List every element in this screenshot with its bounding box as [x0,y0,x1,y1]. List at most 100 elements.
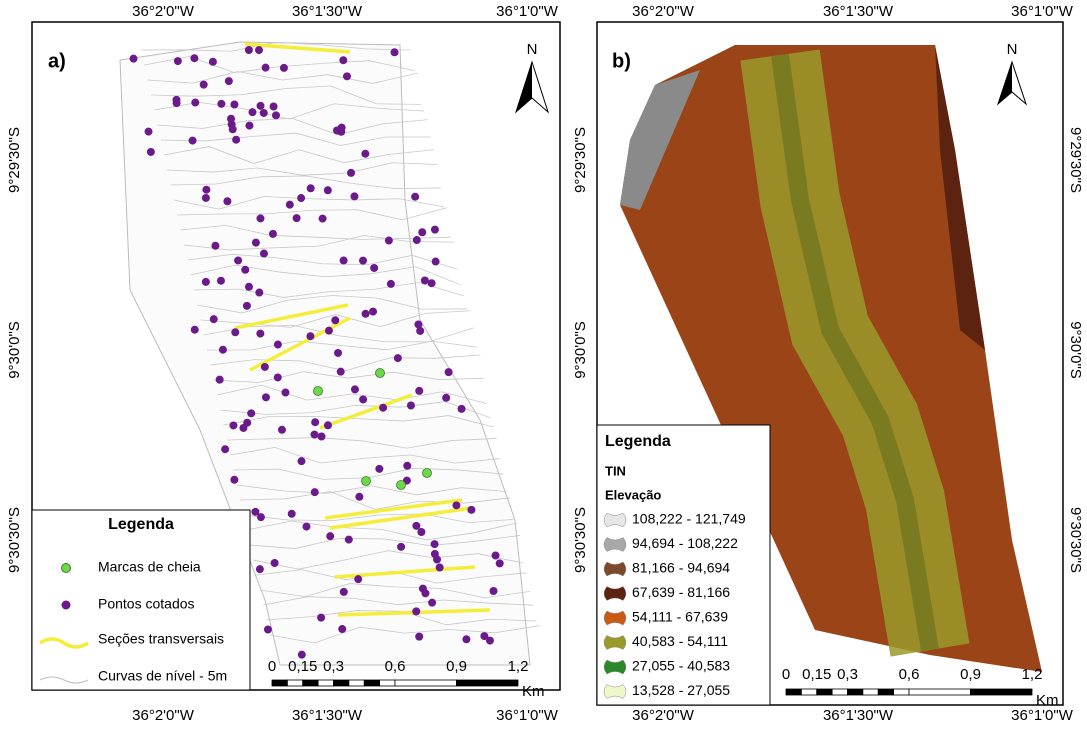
survey-point [190,325,199,334]
survey-point [403,461,412,470]
contour-line [269,625,540,644]
contour-line [187,253,458,270]
legend-swatch [603,635,627,650]
contour-line [173,196,445,210]
survey-point [452,501,461,510]
top-coordinate: 36°1'30"W [292,3,363,20]
right-coordinate: 9°30'30"S [1067,507,1084,573]
survey-point [339,256,348,265]
legend-swatch [603,561,627,577]
scale-bars: 0 0,15 0,3 0,6 0,9 1,2 Km 0 0,15 0,3 0,6 0,9 1,2 Km [268,658,1059,709]
legend-symbol [39,637,89,649]
scale-segment [302,679,319,687]
survey-point [318,214,327,223]
survey-point [256,214,265,223]
survey-point [260,362,269,371]
scale-label: 0,6 [899,666,920,683]
legend-label: 108,222 - 121,749 [632,511,746,527]
survey-point [273,373,282,382]
contour-line [213,371,484,383]
scale-segment [286,679,304,687]
survey-point [244,282,253,291]
survey-point [201,193,210,202]
survey-point [384,236,393,245]
survey-point [433,555,442,564]
legend-label: 54,111 - 67,639 [632,609,728,625]
legend-swatch [603,537,627,552]
survey-point [323,421,332,430]
survey-point [495,559,504,568]
survey-point [324,326,333,335]
scale-segment [394,679,457,687]
legend-title: Legenda [605,433,671,450]
contour-area [119,41,531,666]
survey-point [326,532,335,541]
scale-label: 0,15 [288,658,317,675]
contour-line [253,550,524,570]
survey-point [306,184,315,193]
survey-point [317,432,326,441]
survey-point [431,257,440,266]
survey-point [331,316,340,325]
bottom-coordinate: 36°1'30"W [823,707,894,724]
survey-point [485,636,494,645]
survey-point [332,126,341,135]
contour-line [216,384,488,404]
survey-point [259,249,268,258]
contour-line [206,340,478,351]
legend-label: Pontos cotados [98,596,195,612]
scale-label: 0,9 [446,658,467,675]
survey-point [336,367,345,376]
survey-point [386,279,395,288]
survey-point [228,125,237,134]
contour-line [243,513,514,524]
survey-point [359,395,368,404]
contour-line [249,535,520,549]
contour-line [236,484,507,496]
survey-point [242,301,251,310]
north-arrow-half [516,62,532,112]
survey-point [442,393,451,402]
legend-label: Marcas de cheia [98,559,201,575]
top-coordinate: 36°1'0"W [496,3,559,20]
scale-segment [862,688,879,696]
survey-point [418,228,427,237]
contour-line [226,437,497,449]
survey-point [457,404,466,413]
contour-line [167,162,438,176]
scale-segment [800,688,818,696]
scale-segment [831,688,848,696]
survey-point [172,95,181,104]
scale-segment [970,688,1033,696]
legend-label: 27,055 - 40,583 [632,658,730,674]
survey-point [279,63,288,72]
survey-point [230,475,239,484]
contour-line [190,264,461,286]
scale-segment [379,679,396,687]
survey-point [339,587,348,596]
survey-point [406,401,415,410]
survey-point [397,542,406,551]
survey-point [415,632,424,641]
scale-segment [271,679,288,687]
survey-point [375,464,384,473]
survey-point [202,185,211,194]
survey-point [254,46,263,55]
survey-point [129,54,138,63]
contour-line [160,132,431,146]
survey-point [255,565,264,574]
legend-swatch [603,512,627,528]
scale-unit: Km [1036,692,1059,709]
survey-point [361,309,370,318]
survey-point [302,522,311,531]
scale-segment [317,679,334,687]
bottom-coordinate: 36°1'30"W [292,707,363,724]
survey-point [323,186,332,195]
survey-point [369,307,378,316]
contour-line [177,207,448,221]
survey-point [412,236,421,245]
scale-segment [785,688,802,696]
north-label: N [1007,41,1018,58]
survey-point [255,288,264,297]
survey-point [491,551,500,560]
